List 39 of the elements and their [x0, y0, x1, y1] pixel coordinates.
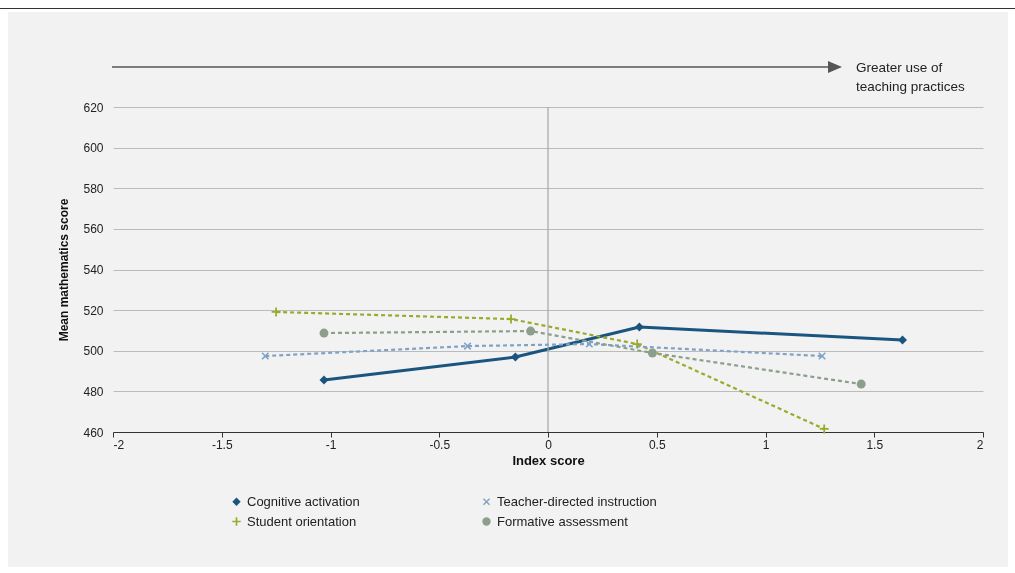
- point: [634, 322, 644, 332]
- point: [632, 339, 642, 349]
- x-tick-label: 0: [545, 437, 553, 452]
- point: [526, 326, 536, 336]
- y-tick-label: 620: [83, 100, 104, 115]
- x-axis-title: Index score: [512, 452, 585, 468]
- x-tick-label: 1.5: [866, 437, 884, 452]
- point: [585, 340, 594, 348]
- x-tick-label: 0.5: [648, 437, 666, 452]
- point: [818, 352, 826, 360]
- y-tick-label: 560: [83, 222, 104, 237]
- legend-label: Teacher-directed instruction: [497, 493, 657, 509]
- x-tick-label: -2: [113, 437, 125, 452]
- legend-label: Cognitive activation: [247, 493, 360, 509]
- point: [506, 314, 516, 324]
- x-tick-label: 2: [976, 437, 984, 452]
- y-tick-label: 600: [83, 141, 104, 156]
- y-tick-label: 500: [83, 344, 104, 359]
- text: Greater use of teaching practices: [856, 59, 966, 96]
- legend-label: Student orientation: [247, 513, 357, 529]
- y-tick-label: 540: [83, 263, 104, 277]
- x-tick-label: -0.5: [429, 437, 451, 452]
- point: [647, 348, 657, 358]
- y-tick-label: 580: [83, 181, 104, 196]
- point: [463, 342, 472, 350]
- y-tick-label: 520: [83, 303, 104, 318]
- y-tick-label: 480: [83, 384, 104, 399]
- point: [319, 328, 329, 338]
- point: [319, 375, 329, 385]
- y-tick-label: 460: [83, 425, 104, 440]
- point: [271, 307, 281, 317]
- x-tick-label: -1: [325, 437, 337, 452]
- point: [819, 424, 829, 434]
- y-axis-title: Mean mathematics score: [57, 198, 72, 342]
- x-tick-label: -1.5: [211, 437, 233, 452]
- point: [856, 379, 866, 389]
- x-tick-label: 1: [762, 437, 770, 452]
- point: [261, 352, 270, 360]
- legend-label: Formative assessment: [497, 513, 629, 529]
